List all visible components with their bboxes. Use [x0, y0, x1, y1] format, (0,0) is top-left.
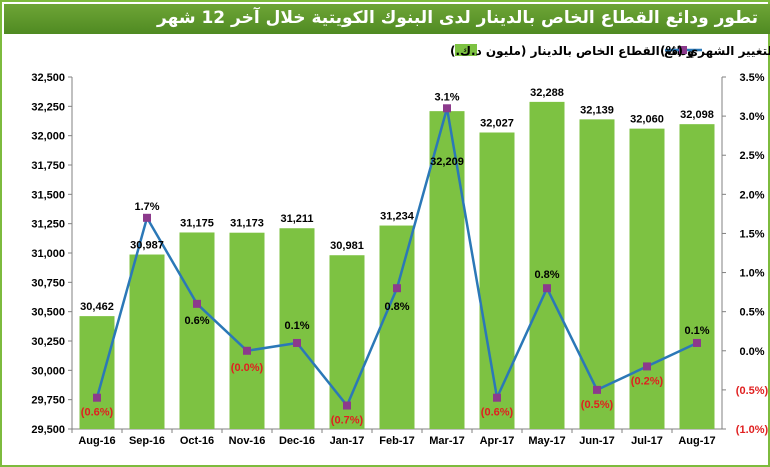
- left-tick-label: 30,250: [31, 336, 65, 348]
- bar-sep-16: [129, 254, 165, 429]
- bar-value-label: 32,060: [630, 114, 664, 126]
- change-marker: [193, 299, 201, 308]
- bar-apr-17: [479, 132, 515, 430]
- left-tick-label: 31,500: [31, 189, 65, 201]
- bar-value-label: 31,211: [280, 213, 313, 225]
- bar-nov-16: [229, 232, 265, 429]
- left-tick-label: 30,500: [31, 307, 65, 319]
- line-value-label: (0.7%): [331, 415, 364, 427]
- bar-jul-17: [629, 128, 665, 430]
- change-marker: [693, 338, 701, 347]
- right-tick-label: 0.0%: [739, 346, 764, 358]
- line-value-label: 3.1%: [434, 91, 459, 103]
- bar-value-label: 31,173: [230, 218, 264, 230]
- change-marker: [493, 393, 501, 402]
- bar-oct-16: [179, 232, 215, 429]
- line-value-label: 0.8%: [534, 269, 559, 281]
- bar-value-label: 31,234: [380, 211, 415, 223]
- right-tick-label: (0.5%): [736, 385, 769, 397]
- left-tick-label: 32,000: [31, 131, 65, 143]
- x-tick-label: Oct-16: [180, 435, 214, 447]
- line-value-label: (0.0%): [231, 362, 264, 374]
- left-tick-label: 32,500: [31, 72, 65, 84]
- bar-value-label: 30,462: [80, 301, 114, 313]
- bar-value-label: 32,209: [430, 156, 464, 168]
- change-marker: [643, 362, 651, 371]
- left-tick-label: 29,750: [31, 395, 65, 407]
- right-tick-label: 1.5%: [739, 228, 764, 240]
- x-tick-label: May-17: [528, 435, 565, 447]
- change-marker: [243, 346, 251, 355]
- bar-jun-17: [579, 119, 615, 429]
- legend-bar-label: ودائع القطاع الخاص بالدينار (مليون د.ك.): [450, 44, 694, 59]
- change-marker: [593, 385, 601, 394]
- chart-title: تطور ودائع القطاع الخاص بالدينار لدى الب…: [157, 8, 758, 28]
- line-value-label: (0.6%): [481, 407, 514, 419]
- bar-mar-17: [429, 111, 465, 430]
- change-marker: [343, 401, 351, 410]
- change-marker: [543, 284, 551, 293]
- left-tick-label: 31,000: [31, 248, 65, 260]
- line-value-label: 0.8%: [384, 301, 409, 313]
- bar-may-17: [529, 101, 565, 429]
- right-tick-label: 2.5%: [739, 150, 764, 162]
- bar-value-label: 32,098: [680, 109, 714, 121]
- legend-bar-swatch: [455, 44, 477, 56]
- x-tick-label: Nov-16: [229, 435, 266, 447]
- x-tick-label: Aug-16: [78, 435, 115, 447]
- legend-line-marker: [679, 46, 687, 54]
- left-tick-label: 31,750: [31, 160, 65, 172]
- bar-dec-16: [279, 228, 315, 429]
- change-marker: [293, 338, 301, 347]
- line-value-label: 1.7%: [134, 201, 159, 213]
- change-marker: [443, 104, 451, 113]
- x-tick-label: Jul-17: [631, 435, 663, 447]
- change-marker: [393, 284, 401, 293]
- x-tick-label: Jun-17: [579, 435, 614, 447]
- left-tick-label: 30,750: [31, 277, 65, 289]
- line-value-label: (0.2%): [631, 375, 664, 387]
- left-tick-label: 31,250: [31, 219, 65, 231]
- bar-value-label: 32,139: [580, 104, 614, 116]
- x-tick-label: Jan-17: [330, 435, 365, 447]
- right-tick-label: 0.5%: [739, 307, 764, 319]
- change-marker: [93, 393, 101, 402]
- bar-value-label: 32,288: [530, 87, 564, 99]
- bar-value-label: 31,175: [180, 217, 214, 229]
- x-tick-label: Apr-17: [480, 435, 515, 447]
- line-value-label: (0.6%): [81, 407, 114, 419]
- line-value-label: 0.1%: [284, 320, 309, 332]
- bar-feb-17: [379, 225, 415, 429]
- bar-jan-17: [329, 255, 365, 429]
- x-tick-label: Dec-16: [279, 435, 315, 447]
- title-bar: تطور ودائع القطاع الخاص بالدينار لدى الب…: [4, 4, 770, 34]
- bar-value-label: 32,027: [480, 117, 514, 129]
- bar-aug-16: [79, 316, 115, 429]
- change-marker: [143, 213, 151, 222]
- line-value-label: 0.1%: [684, 325, 709, 337]
- x-tick-label: Aug-17: [678, 435, 715, 447]
- right-tick-label: 1.0%: [739, 268, 764, 280]
- right-tick-label: 3.5%: [739, 72, 764, 84]
- right-tick-label: 3.0%: [739, 111, 764, 123]
- x-tick-label: Sep-16: [129, 435, 165, 447]
- bar-aug-17: [679, 124, 715, 429]
- left-tick-label: 32,250: [31, 101, 65, 113]
- right-tick-label: 2.0%: [739, 189, 764, 201]
- x-tick-label: Feb-17: [379, 435, 414, 447]
- bar-value-label: 30,987: [130, 240, 164, 252]
- left-tick-label: 29,500: [31, 424, 65, 436]
- right-tick-label: (1.0%): [736, 424, 769, 436]
- bar-value-label: 30,981: [330, 240, 364, 252]
- x-tick-label: Mar-17: [429, 435, 464, 447]
- legend-line-label: نسبة التغيير الشهري (%): [660, 44, 770, 58]
- line-value-label: (0.5%): [581, 399, 614, 411]
- line-value-label: 0.6%: [184, 315, 209, 327]
- left-tick-label: 30,000: [31, 365, 65, 377]
